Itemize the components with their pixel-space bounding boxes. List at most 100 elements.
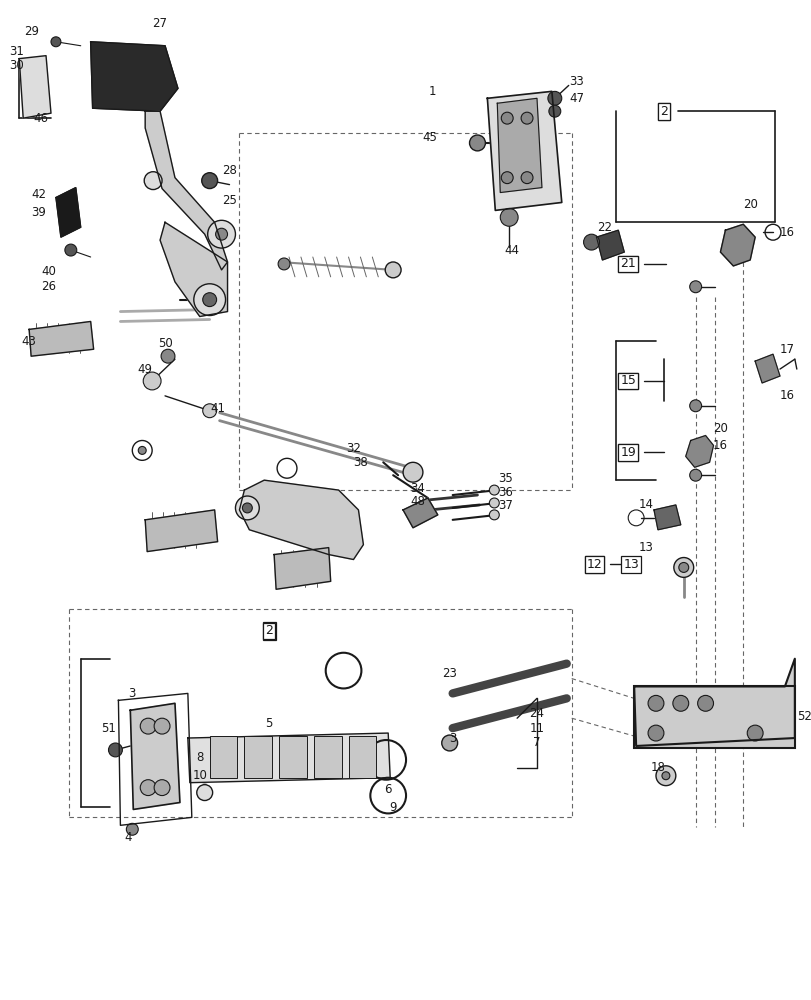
Circle shape — [469, 135, 485, 151]
Text: 1: 1 — [428, 85, 436, 98]
Circle shape — [689, 469, 701, 481]
Text: 32: 32 — [345, 442, 360, 455]
Text: 42: 42 — [32, 188, 46, 201]
Circle shape — [647, 725, 663, 741]
Polygon shape — [274, 548, 330, 589]
Circle shape — [547, 91, 561, 105]
Text: 36: 36 — [497, 486, 512, 499]
Circle shape — [661, 772, 669, 780]
Polygon shape — [685, 436, 713, 467]
Text: 52: 52 — [796, 710, 811, 723]
Text: 16: 16 — [712, 439, 727, 452]
Circle shape — [138, 446, 146, 454]
Circle shape — [697, 695, 713, 711]
Circle shape — [655, 766, 675, 786]
Circle shape — [500, 172, 513, 184]
Circle shape — [140, 718, 156, 734]
Circle shape — [140, 780, 156, 796]
Text: 37: 37 — [497, 499, 512, 512]
Circle shape — [203, 293, 217, 307]
Text: 14: 14 — [637, 498, 653, 511]
Circle shape — [548, 105, 560, 117]
Text: 29: 29 — [24, 25, 39, 38]
Circle shape — [216, 228, 227, 240]
Text: 26: 26 — [41, 280, 57, 293]
Text: 48: 48 — [410, 495, 425, 508]
Circle shape — [521, 172, 532, 184]
Text: 11: 11 — [529, 722, 544, 735]
Polygon shape — [496, 98, 541, 193]
Text: 24: 24 — [529, 707, 544, 720]
Circle shape — [154, 718, 169, 734]
Circle shape — [208, 220, 235, 248]
Circle shape — [196, 785, 212, 801]
Polygon shape — [402, 498, 437, 528]
Text: 34: 34 — [410, 482, 425, 495]
Text: 10: 10 — [192, 769, 207, 782]
Text: 6: 6 — [384, 783, 392, 796]
Polygon shape — [653, 505, 680, 530]
Bar — [209, 736, 237, 778]
Polygon shape — [91, 42, 178, 111]
Bar — [633, 686, 794, 748]
Circle shape — [144, 172, 162, 190]
Polygon shape — [29, 321, 93, 356]
Circle shape — [65, 244, 77, 256]
Text: 35: 35 — [497, 472, 512, 485]
Circle shape — [242, 503, 252, 513]
Circle shape — [161, 349, 174, 363]
Text: 31: 31 — [9, 45, 24, 58]
Bar — [244, 736, 272, 778]
Polygon shape — [596, 230, 624, 260]
Text: 39: 39 — [32, 206, 46, 219]
Text: 3: 3 — [448, 732, 456, 745]
Text: 13: 13 — [637, 541, 653, 554]
Text: 15: 15 — [620, 374, 635, 387]
Polygon shape — [754, 354, 779, 383]
Text: 22: 22 — [596, 221, 611, 234]
Circle shape — [500, 112, 513, 124]
Text: 38: 38 — [353, 456, 367, 469]
Text: 44: 44 — [504, 244, 519, 257]
Circle shape — [143, 372, 161, 390]
Text: 19: 19 — [620, 446, 635, 459]
Text: 21: 21 — [620, 257, 635, 270]
Circle shape — [489, 510, 499, 520]
Text: 19: 19 — [620, 446, 635, 459]
Circle shape — [673, 558, 693, 577]
Text: 7: 7 — [533, 736, 540, 749]
Polygon shape — [487, 91, 561, 210]
Text: 8: 8 — [195, 751, 204, 764]
Circle shape — [489, 498, 499, 508]
Text: 20: 20 — [742, 198, 757, 211]
Circle shape — [384, 262, 401, 278]
Text: 18: 18 — [650, 761, 664, 774]
Text: 12: 12 — [586, 558, 602, 571]
Circle shape — [500, 208, 517, 226]
Polygon shape — [19, 56, 51, 118]
Circle shape — [201, 173, 217, 189]
Circle shape — [277, 258, 290, 270]
Circle shape — [672, 695, 688, 711]
Circle shape — [489, 485, 499, 495]
Circle shape — [195, 763, 214, 783]
Text: 16: 16 — [779, 389, 793, 402]
Circle shape — [194, 284, 225, 316]
Circle shape — [678, 562, 688, 572]
Circle shape — [402, 462, 423, 482]
Polygon shape — [719, 224, 754, 266]
Circle shape — [521, 112, 532, 124]
Polygon shape — [56, 188, 80, 237]
Circle shape — [647, 695, 663, 711]
Text: 2: 2 — [265, 624, 272, 637]
Circle shape — [583, 234, 599, 250]
Text: 46: 46 — [33, 112, 49, 125]
Polygon shape — [160, 222, 227, 317]
Text: 41: 41 — [210, 402, 225, 415]
Circle shape — [689, 400, 701, 412]
Text: 40: 40 — [41, 265, 56, 278]
Polygon shape — [239, 480, 363, 560]
Circle shape — [127, 823, 138, 835]
Text: 4: 4 — [124, 831, 132, 844]
Circle shape — [203, 404, 217, 418]
